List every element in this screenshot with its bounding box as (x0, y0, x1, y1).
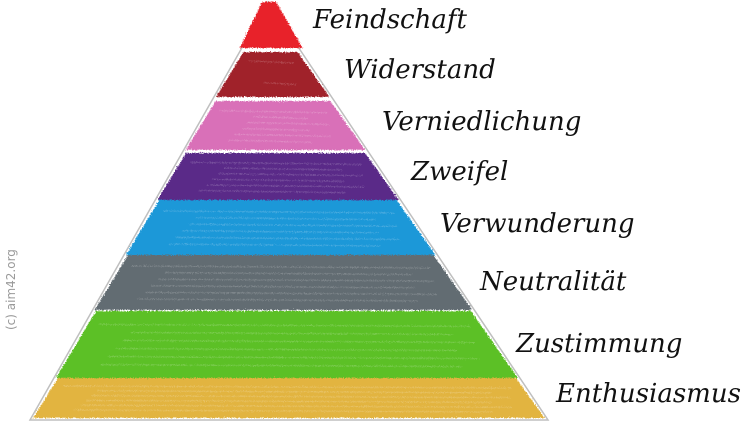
layer-neutralitaet-texture (151, 285, 416, 289)
layer-zweifel-texture (190, 161, 362, 165)
layer-neutralitaet-texture (164, 272, 413, 276)
layer-neutralitaet-texture (144, 291, 437, 295)
layer-enthusiasmus-label: Enthusiasmus (555, 379, 741, 409)
copyright-text: (c) aim42.org (4, 249, 18, 330)
layer-verniedlichung-texture (253, 116, 308, 120)
layer-zustimmung-texture (100, 364, 462, 368)
layer-zweifel-texture (205, 184, 365, 188)
pyramid-bands (33, 2, 545, 418)
layer-verwunderung-texture (162, 210, 395, 214)
layer-enthusiasmus-texture (97, 390, 492, 394)
layer-zustimmung-label: Zustimmung (515, 329, 682, 359)
layer-verniedlichung-label: Verniedlichung (382, 107, 581, 137)
layer-enthusiasmus-texture (91, 395, 512, 399)
layer-feindschaft-band (239, 2, 303, 48)
pyramid-outline (28, 0, 550, 421)
layer-verwunderung-texture (175, 236, 400, 240)
layer-zweifel-texture (199, 190, 346, 194)
layer-zustimmung-texture (115, 348, 458, 352)
layer-zustimmung-texture (98, 323, 470, 327)
layer-enthusiasmus-texture (80, 404, 513, 408)
layer-zweifel-band (157, 153, 399, 200)
layer-zustimmung-texture (123, 339, 475, 343)
layer-zweifel-texture (212, 178, 344, 182)
layer-verniedlichung-texture (228, 139, 312, 143)
layer-zustimmung-texture (130, 331, 453, 335)
layer-zustimmung-texture (108, 356, 480, 360)
layer-verniedlichung-texture (234, 133, 331, 137)
layer-neutralitaet-label: Neutralität (479, 267, 627, 297)
layer-verwunderung-texture (182, 230, 379, 234)
layer-verniedlichung-texture (220, 110, 327, 114)
layer-zweifel-texture (218, 173, 364, 177)
layer-enthusiasmus-texture (74, 409, 493, 413)
layer-neutralitaet-band (94, 255, 473, 310)
layer-feindschaft-label: Feindschaft (312, 5, 467, 35)
layer-verniedlichung-texture (240, 127, 310, 131)
layer-verniedlichung-texture (247, 122, 329, 126)
layer-enthusiasmus-texture (86, 399, 492, 403)
layer-zweifel-texture (224, 167, 343, 171)
layer-zustimmung-band (55, 311, 518, 378)
layer-verwunderung-texture (169, 243, 382, 247)
layer-widerstand-texture (248, 60, 294, 64)
layer-verwunderung-label: Verwunderung (440, 209, 635, 239)
layer-zweifel-label: Zweifel (410, 157, 508, 187)
layer-neutralitaet-texture (158, 278, 434, 282)
layer-verwunderung-texture (196, 217, 376, 221)
layer-widerstand-band (215, 52, 330, 97)
layer-neutralitaet-texture (137, 298, 418, 302)
layer-widerstand-label: Widerstand (344, 55, 496, 85)
pyramid-labels: Feindschaft Widerstand Verniedlichung Zweif… (312, 5, 741, 409)
layer-verwunderung-band (125, 200, 436, 255)
layer-enthusiasmus-texture (63, 385, 512, 389)
layer-verwunderung-texture (189, 223, 397, 227)
layer-verniedlichung-band (185, 101, 366, 150)
layer-widerstand-texture (264, 82, 297, 86)
layer-neutralitaet-texture (131, 265, 431, 269)
